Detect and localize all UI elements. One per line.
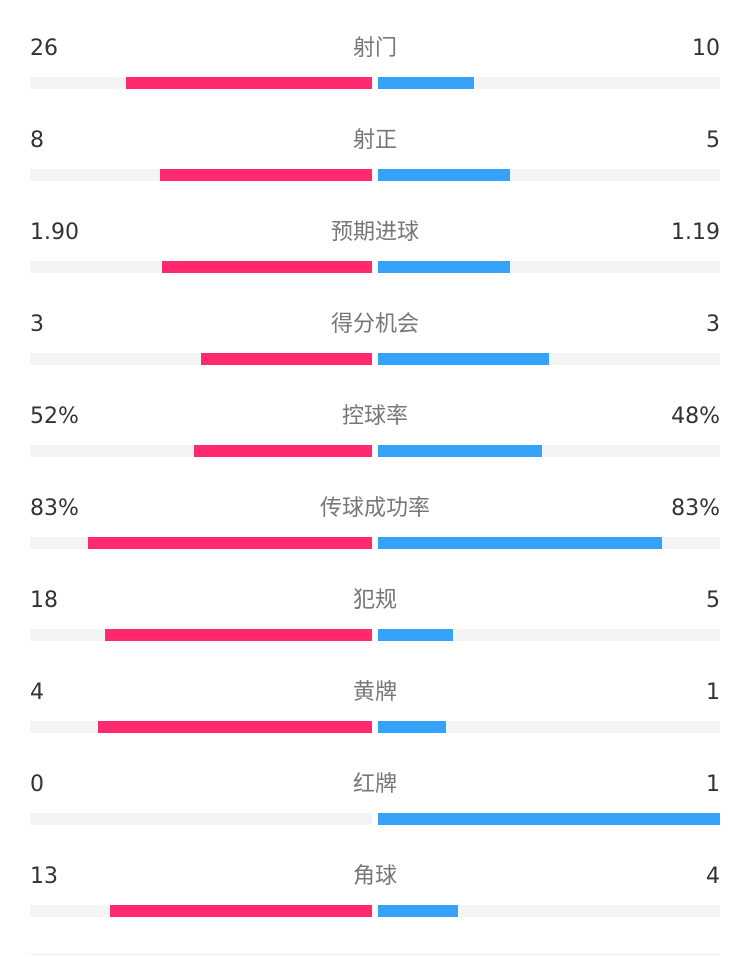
- stat-row: 1.90 预期进球 1.19: [0, 214, 750, 306]
- stat-row: 52% 控球率 48%: [0, 398, 750, 490]
- stat-label: 黄牌: [352, 680, 397, 705]
- home-bar-fill: [110, 905, 372, 917]
- home-bar-fill: [88, 537, 372, 549]
- stat-label: 传球成功率: [319, 496, 430, 521]
- away-value: 10: [692, 36, 720, 61]
- away-value: 1: [706, 680, 720, 705]
- away-bar-track: [378, 537, 720, 549]
- away-bar-fill: [378, 629, 454, 641]
- stat-row: 83% 传球成功率 83%: [0, 490, 750, 582]
- home-bar-fill: [161, 261, 372, 273]
- stat-label: 角球: [352, 864, 397, 889]
- away-bar-fill: [378, 169, 510, 181]
- stat-row: 8 射正 5: [0, 122, 750, 214]
- away-bar-track: [378, 77, 720, 89]
- home-value: 18: [30, 588, 58, 613]
- home-value: 52%: [30, 404, 79, 429]
- stat-row: 0 红牌 1: [0, 766, 750, 858]
- divider: [30, 954, 720, 955]
- home-bar-track: [30, 353, 372, 365]
- away-bar-fill: [378, 905, 459, 917]
- away-bar-fill: [378, 261, 510, 273]
- home-bar-track: [30, 721, 372, 733]
- home-value: 13: [30, 864, 58, 889]
- stat-label: 犯规: [352, 588, 397, 613]
- home-bar-track: [30, 813, 372, 825]
- away-value: 5: [706, 588, 720, 613]
- stat-label: 控球率: [341, 404, 408, 429]
- home-bar-track: [30, 445, 372, 457]
- away-bar-fill: [378, 537, 662, 549]
- away-bar-track: [378, 629, 720, 641]
- stat-row: 3 得分机会 3: [0, 306, 750, 398]
- away-value: 5: [706, 128, 720, 153]
- away-value: 4: [706, 864, 720, 889]
- stat-row: 26 射门 10: [0, 30, 750, 122]
- away-bar-fill: [378, 353, 549, 365]
- stat-label: 射正: [352, 128, 397, 153]
- away-bar-fill: [378, 721, 447, 733]
- stat-label: 预期进球: [330, 220, 419, 245]
- away-bar-track: [378, 445, 720, 457]
- home-value: 1.90: [30, 220, 79, 245]
- away-bar-fill: [378, 813, 720, 825]
- stat-row: 13 角球 4: [0, 858, 750, 950]
- home-bar-fill: [98, 721, 372, 733]
- home-value: 3: [30, 312, 44, 337]
- away-bar-track: [378, 905, 720, 917]
- home-bar-track: [30, 77, 372, 89]
- away-bar-track: [378, 721, 720, 733]
- home-value: 0: [30, 772, 44, 797]
- home-bar-track: [30, 905, 372, 917]
- stat-label: 射门: [352, 36, 397, 61]
- home-bar-fill: [201, 353, 372, 365]
- home-bar-fill: [105, 629, 372, 641]
- home-bar-fill: [194, 445, 372, 457]
- away-value: 48%: [671, 404, 720, 429]
- away-bar-fill: [378, 77, 474, 89]
- stat-label: 红牌: [352, 772, 397, 797]
- home-bar-fill: [125, 77, 372, 89]
- away-bar-track: [378, 813, 720, 825]
- away-value: 1: [706, 772, 720, 797]
- away-bar-track: [378, 353, 720, 365]
- stat-row: 4 黄牌 1: [0, 674, 750, 766]
- home-value: 8: [30, 128, 44, 153]
- home-bar-fill: [159, 169, 372, 181]
- away-bar-track: [378, 169, 720, 181]
- away-bar-fill: [378, 445, 543, 457]
- away-value: 3: [706, 312, 720, 337]
- home-value: 26: [30, 36, 58, 61]
- home-bar-track: [30, 169, 372, 181]
- home-bar-track: [30, 261, 372, 273]
- home-value: 4: [30, 680, 44, 705]
- away-value: 83%: [671, 496, 720, 521]
- stat-label: 得分机会: [330, 312, 419, 337]
- away-bar-track: [378, 261, 720, 273]
- stat-row: 18 犯规 5: [0, 582, 750, 674]
- home-bar-track: [30, 629, 372, 641]
- home-bar-track: [30, 537, 372, 549]
- home-value: 83%: [30, 496, 79, 521]
- away-value: 1.19: [671, 220, 720, 245]
